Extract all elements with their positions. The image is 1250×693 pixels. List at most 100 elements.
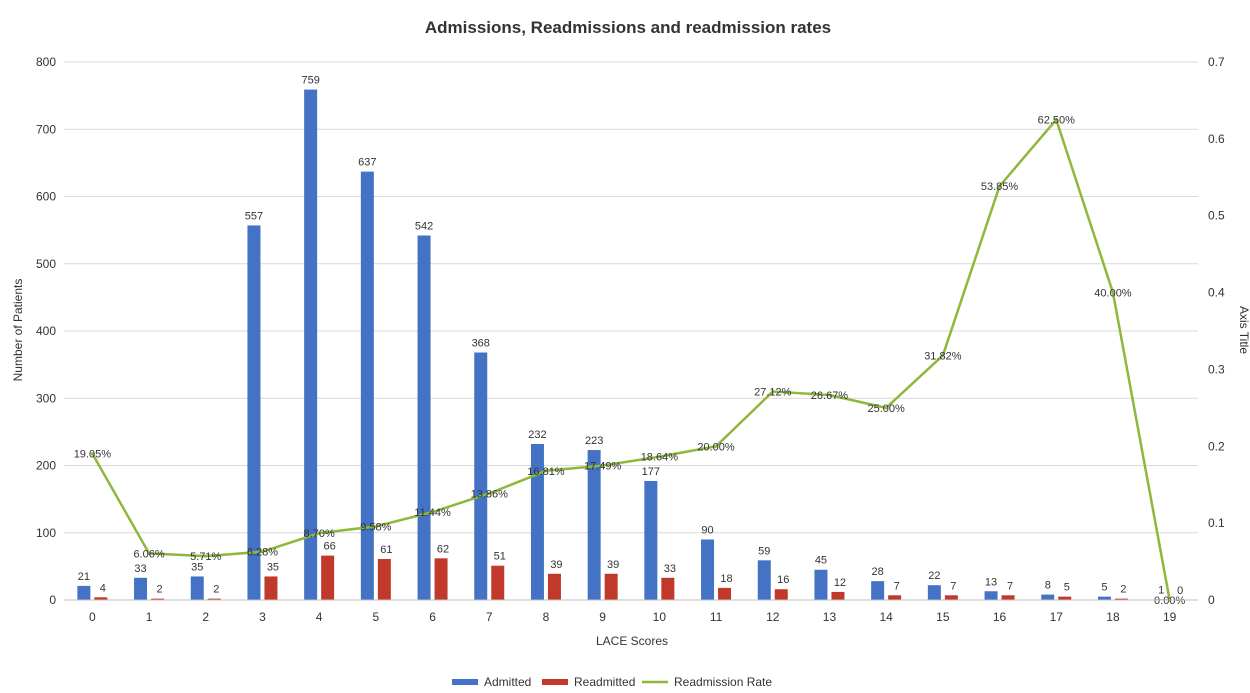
x-tick-label: 0 — [89, 610, 96, 624]
bar-admitted — [871, 581, 885, 600]
bar-readmitted — [207, 598, 221, 600]
rate-point — [601, 464, 605, 468]
data-label: 61 — [380, 544, 392, 556]
data-label: 59 — [758, 545, 770, 557]
bar-readmitted — [434, 558, 448, 600]
y2-tick-label: 0.1 — [1208, 516, 1225, 530]
y-tick-label: 0 — [49, 593, 56, 607]
legend: Admitted Readmitted Readmission Rate — [452, 675, 772, 689]
bar-readmitted — [377, 558, 391, 600]
rate-point — [941, 353, 945, 357]
rate-label: 20.00% — [697, 441, 735, 453]
rate-point — [431, 510, 435, 514]
x-tick-label: 16 — [993, 610, 1007, 624]
bar-admitted — [190, 576, 204, 600]
bar-admitted — [587, 450, 601, 600]
data-label: 759 — [301, 75, 319, 87]
rate-label: 27.12% — [754, 387, 792, 399]
data-label: 557 — [245, 210, 263, 222]
legend-swatch — [452, 679, 478, 685]
x-tick-label: 6 — [429, 610, 436, 624]
bar-admitted — [927, 585, 941, 600]
rate-point — [374, 524, 378, 528]
data-label: 2 — [213, 584, 219, 596]
bar-admitted — [1097, 596, 1111, 600]
bar-admitted — [417, 235, 431, 600]
y-axis-title: Number of Patients — [11, 279, 25, 382]
x-tick-label: 5 — [373, 610, 380, 624]
rate-label: 6.28% — [247, 547, 278, 559]
y2-tick-label: 0.5 — [1208, 209, 1225, 223]
data-label: 177 — [642, 466, 660, 478]
x-axis-title: LACE Scores — [596, 634, 668, 648]
rate-point — [260, 550, 264, 554]
data-label: 1 — [1158, 584, 1164, 596]
legend-label: Admitted — [484, 675, 531, 689]
data-label: 66 — [324, 541, 336, 553]
bar-readmitted — [321, 555, 335, 600]
rate-point — [1111, 291, 1115, 295]
rate-label: 19.05% — [74, 449, 112, 461]
data-label: 33 — [134, 563, 146, 575]
x-tick-label: 3 — [259, 610, 266, 624]
bar-readmitted — [1114, 598, 1128, 600]
data-label: 12 — [834, 577, 846, 589]
x-tick-label: 18 — [1106, 610, 1120, 624]
bar-admitted — [474, 352, 488, 600]
rate-point — [1054, 118, 1058, 122]
y-tick-label: 800 — [36, 55, 56, 69]
data-label: 8 — [1045, 580, 1051, 592]
data-label: 28 — [872, 566, 884, 578]
rate-point — [657, 455, 661, 459]
data-label: 33 — [664, 563, 676, 575]
bar-admitted — [77, 585, 91, 600]
chart-title: Admissions, Readmissions and readmission… — [425, 18, 831, 37]
rate-label: 0.00% — [1154, 595, 1185, 607]
y2-tick-label: 0 — [1208, 593, 1215, 607]
y-tick-label: 700 — [36, 122, 56, 136]
data-label: 21 — [78, 571, 90, 583]
bar-admitted — [814, 569, 828, 600]
x-tick-label: 14 — [879, 610, 893, 624]
rate-label: 9.58% — [360, 521, 391, 533]
rate-point — [487, 491, 491, 495]
data-label: 13 — [985, 576, 997, 588]
bar-readmitted — [774, 589, 788, 600]
rate-label: 40.00% — [1094, 288, 1132, 300]
y-tick-label: 500 — [36, 257, 56, 271]
rate-label: 11.44% — [414, 507, 451, 519]
rate-label: 25.00% — [867, 403, 905, 415]
data-label: 223 — [585, 435, 603, 447]
y-tick-label: 600 — [36, 190, 56, 204]
data-label: 90 — [701, 524, 713, 536]
data-label: 7 — [1007, 580, 1013, 592]
bar-admitted — [1041, 594, 1055, 600]
rate-label: 18.64% — [641, 452, 679, 464]
bar-readmitted — [661, 577, 675, 600]
bar-readmitted — [264, 576, 278, 600]
bar-admitted — [701, 539, 715, 600]
data-label: 35 — [191, 561, 203, 573]
rate-point — [771, 390, 775, 394]
bar-readmitted — [888, 595, 902, 600]
data-label: 232 — [528, 429, 546, 441]
data-label: 368 — [472, 338, 490, 350]
data-label: 2 — [1120, 584, 1126, 596]
bar-admitted — [360, 171, 374, 600]
rate-point — [884, 406, 888, 410]
data-label: 2 — [156, 584, 162, 596]
bar-readmitted — [151, 598, 165, 600]
readmission-rate-line — [91, 118, 1171, 601]
x-tick-label: 15 — [936, 610, 950, 624]
bar-readmitted — [1001, 595, 1015, 600]
bar-readmitted — [547, 573, 561, 600]
rate-label: 62.50% — [1038, 115, 1076, 127]
bar-readmitted — [604, 573, 618, 600]
bar-admitted — [644, 480, 658, 600]
y-tick-label: 400 — [36, 324, 56, 338]
data-label: 4 — [100, 582, 106, 594]
data-label: 542 — [415, 221, 433, 233]
y2-tick-label: 0.2 — [1208, 439, 1225, 453]
y-tick-label: 100 — [36, 526, 56, 540]
